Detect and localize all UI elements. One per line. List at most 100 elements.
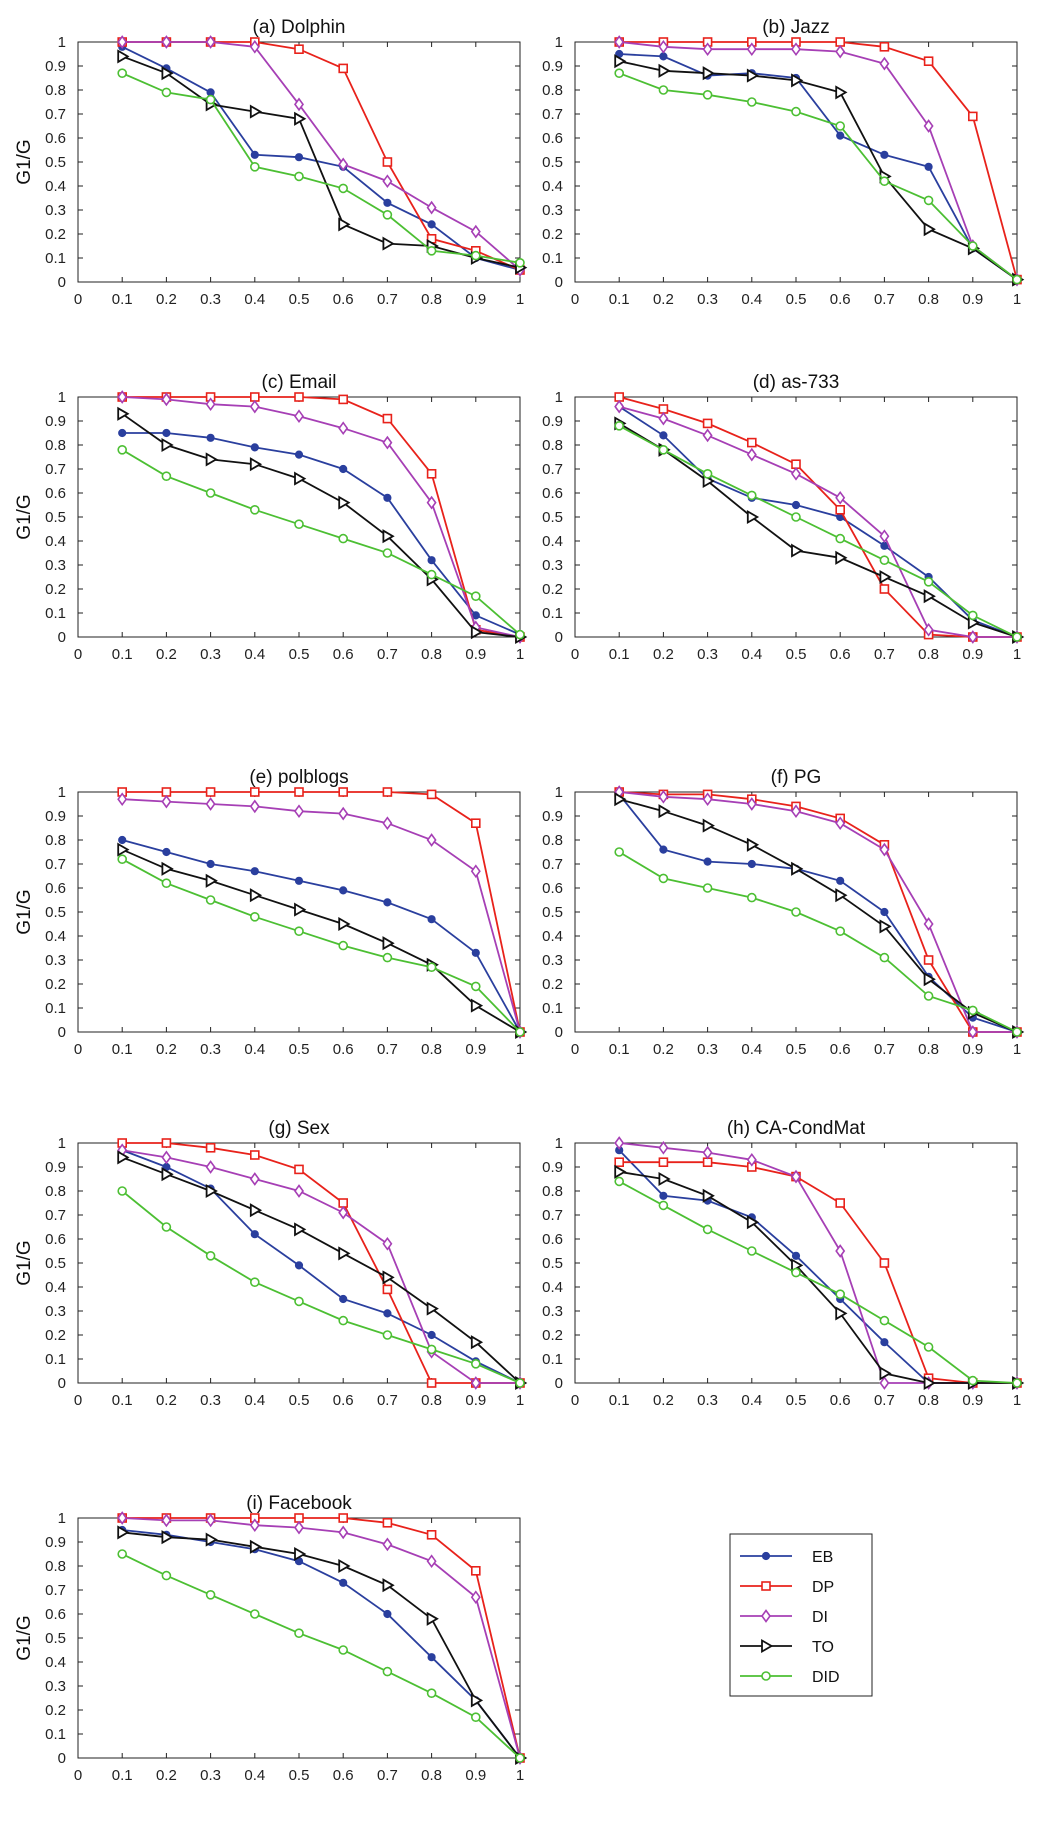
series-line [122,1531,521,1759]
data-point [426,1611,439,1626]
data-point [338,394,349,405]
data-point [1012,274,1022,285]
panel-7: 0 0.1 0.2 0.3 0.4 0.5 0.6 0.7 0.8 0.9 1 0 0.1 0.2 0.3 0… [14,1118,528,1409]
series-to [117,842,528,1040]
data-point [835,121,846,131]
x-tick-label: 0.7 [377,1767,398,1784]
data-point [967,1025,978,1039]
series-line [122,1517,521,1759]
data-point [702,90,713,100]
data-point [835,490,846,505]
legend-label: DI [812,1609,828,1626]
y-tick-label: 0.9 [45,808,66,825]
y-tick-label: 0.3 [45,557,66,574]
data-point [791,804,801,819]
x-tick-label: 0.9 [465,291,486,308]
data-point [614,1157,625,1167]
data-point [382,787,393,797]
x-tick-label: 1 [516,646,524,663]
y-tick-label: 0.2 [542,1327,563,1344]
data-point [338,183,349,194]
series-line [121,55,521,269]
x-tick-label: 0.6 [333,1041,354,1058]
x-tick-label: 0.4 [741,1041,762,1058]
data-point [791,106,801,117]
y-tick-label: 1 [58,34,66,51]
data-point [658,1171,671,1187]
data-point [338,1315,349,1326]
legend: EB DP DI TO DID [729,1533,873,1697]
data-point [427,1653,436,1662]
y-tick-label: 0.5 [45,509,66,526]
data-point [923,56,934,67]
data-point [879,1376,890,1390]
data-point [426,833,437,847]
legend-marker [761,1671,771,1681]
series-line [121,858,521,1033]
data-point [879,842,890,857]
data-point [117,1525,130,1540]
data-point [382,413,393,424]
series-line [619,791,1017,1033]
series-line [619,53,1018,281]
data-point [294,97,304,112]
data-point [249,104,263,119]
data-point [205,488,216,498]
data-point [250,1609,260,1619]
data-point [880,150,889,159]
data-point [382,816,393,831]
data-point [205,1590,216,1600]
data-point [658,1200,669,1211]
y-tick-label: 0.7 [45,1207,66,1224]
y-tick-label: 0.4 [542,178,563,195]
data-point [515,629,525,640]
data-point [383,1609,392,1619]
data-point [205,787,216,797]
y-axis-label: G1/G [14,889,35,934]
data-point [614,1136,625,1150]
data-point [702,818,715,833]
data-point [879,569,892,585]
x-tick-label: 0.2 [156,1767,177,1784]
data-point [339,1578,348,1587]
data-point [250,504,260,515]
data-point [294,902,307,917]
panel-title: (c) Email [262,372,337,393]
x-tick-label: 1 [516,1392,524,1409]
data-point [294,153,304,162]
data-point [879,1258,890,1268]
y-tick-label: 0.9 [45,58,66,75]
series-line [121,1156,521,1384]
x-tick-label: 0.8 [421,1041,442,1058]
x-tick-label: 0.4 [244,1041,265,1058]
data-point [205,1513,216,1528]
y-tick-label: 0 [555,1024,563,1041]
x-tick-label: 0.9 [465,646,486,663]
data-point [1012,1378,1022,1388]
data-point [923,222,936,237]
x-tick-label: 0.9 [962,291,983,308]
series-did [117,68,525,268]
series-line [618,422,1018,638]
x-tick-label: 0.8 [918,646,939,663]
data-point [835,1198,846,1208]
panel-9: 0 0.1 0.2 0.3 0.4 0.5 0.6 0.7 0.8 0.9 1 0 0.1 0.2 0.3 0… [14,1493,528,1784]
data-point [250,911,260,922]
data-point [746,892,757,903]
data-point [161,437,174,453]
y-tick-label: 0.6 [45,485,66,502]
x-tick-label: 0.3 [200,291,221,308]
series-did [614,1176,1022,1388]
x-tick-label: 0.1 [112,1041,133,1058]
x-tick-label: 0.5 [786,1392,807,1409]
data-point [205,452,218,467]
data-point [250,867,259,876]
data-point [835,1244,846,1258]
y-tick-label: 0.9 [542,413,563,430]
data-point [923,955,934,965]
data-point [658,85,669,95]
y-tick-label: 0.6 [542,130,563,147]
x-tick-label: 1 [516,1767,524,1784]
data-point [117,49,130,64]
